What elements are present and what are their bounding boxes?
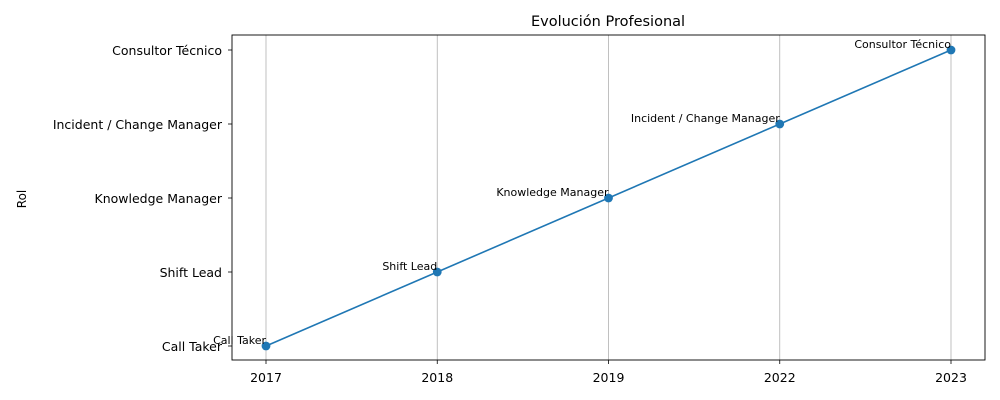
data-point-label: Call Taker	[213, 334, 266, 347]
x-tick-label: 2017	[250, 370, 282, 385]
axis-ticks: 2017 2018 2019 2022 2023 Call Taker Shift Lead…	[53, 43, 967, 385]
point-labels-group: Call Taker Shift Lead Knowledge Manager Inc…	[213, 38, 951, 347]
y-axis-label: Rol	[15, 190, 29, 208]
data-point	[432, 267, 442, 277]
x-tick-label: 2019	[593, 370, 625, 385]
data-point-label: Incident / Change Manager	[631, 112, 780, 125]
y-tick-label: Shift Lead	[160, 265, 222, 280]
chart-title: Evolución Profesional	[531, 14, 685, 30]
series-line-group	[261, 45, 956, 351]
data-point	[604, 193, 613, 203]
x-tick-label: 2018	[421, 370, 453, 385]
x-tick-label: 2023	[935, 370, 967, 385]
data-point	[261, 341, 271, 351]
y-tick-label: Consultor Técnico	[112, 43, 222, 58]
y-tick-label: Incident / Change Manager	[53, 117, 223, 132]
y-tick-label: Call Taker	[162, 339, 223, 354]
data-point-label: Shift Lead	[382, 260, 437, 273]
data-point-label: Consultor Técnico	[854, 38, 951, 51]
data-point	[775, 119, 785, 129]
data-point-label: Knowledge Manager	[496, 186, 609, 199]
x-tick-label: 2022	[764, 370, 796, 385]
data-point	[946, 45, 956, 55]
y-tick-label: Knowledge Manager	[95, 191, 223, 206]
